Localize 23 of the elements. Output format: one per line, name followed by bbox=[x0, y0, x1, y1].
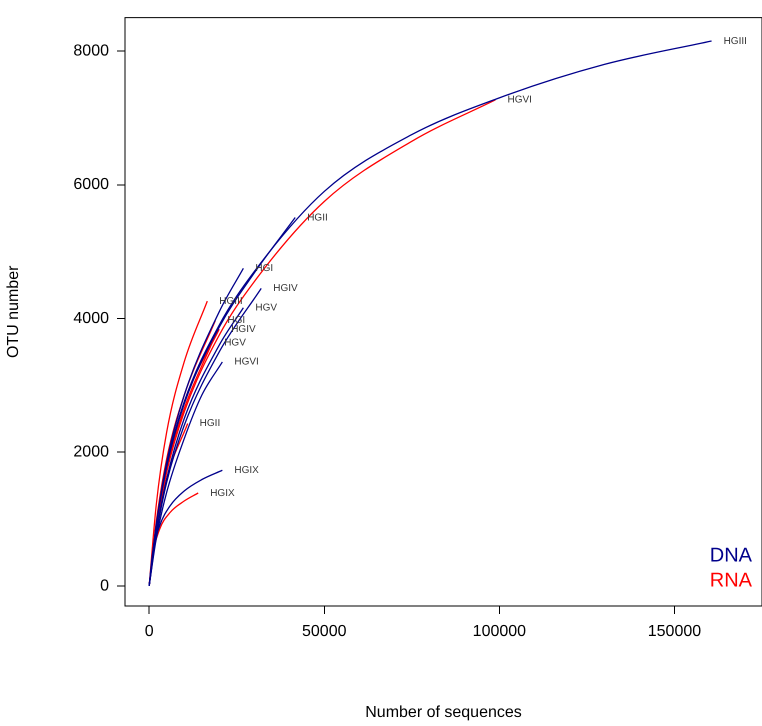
series-label: HGIII bbox=[724, 36, 747, 47]
series-label: HGV bbox=[224, 337, 246, 348]
x-tick-label: 150000 bbox=[648, 623, 702, 640]
y-axis-title: OTU number bbox=[5, 264, 22, 358]
series-label: HGIX bbox=[210, 488, 235, 499]
annotation: DNA bbox=[710, 544, 753, 567]
x-tick-label: 0 bbox=[144, 623, 154, 640]
series-label: HGVI bbox=[508, 94, 532, 106]
x-tick-label: 100000 bbox=[472, 623, 526, 640]
y-tick-label: 8000 bbox=[73, 42, 110, 60]
series-label: HGIV bbox=[273, 283, 298, 294]
series-label: HGV bbox=[255, 302, 278, 314]
y-tick-label: 6000 bbox=[73, 176, 110, 194]
y-tick-label: 4000 bbox=[73, 310, 110, 327]
series-label: HGVI bbox=[234, 356, 259, 368]
x-tick-label: 50000 bbox=[302, 623, 347, 640]
series-label: HGII bbox=[307, 212, 328, 224]
y-tick-label: 0 bbox=[100, 577, 110, 594]
y-tick-label: 2000 bbox=[73, 444, 110, 461]
series-label: HGIX bbox=[234, 465, 260, 476]
series-label: HGII bbox=[200, 418, 220, 430]
annotation: RNA bbox=[710, 570, 753, 592]
x-axis-title: Number of sequences bbox=[365, 704, 522, 721]
